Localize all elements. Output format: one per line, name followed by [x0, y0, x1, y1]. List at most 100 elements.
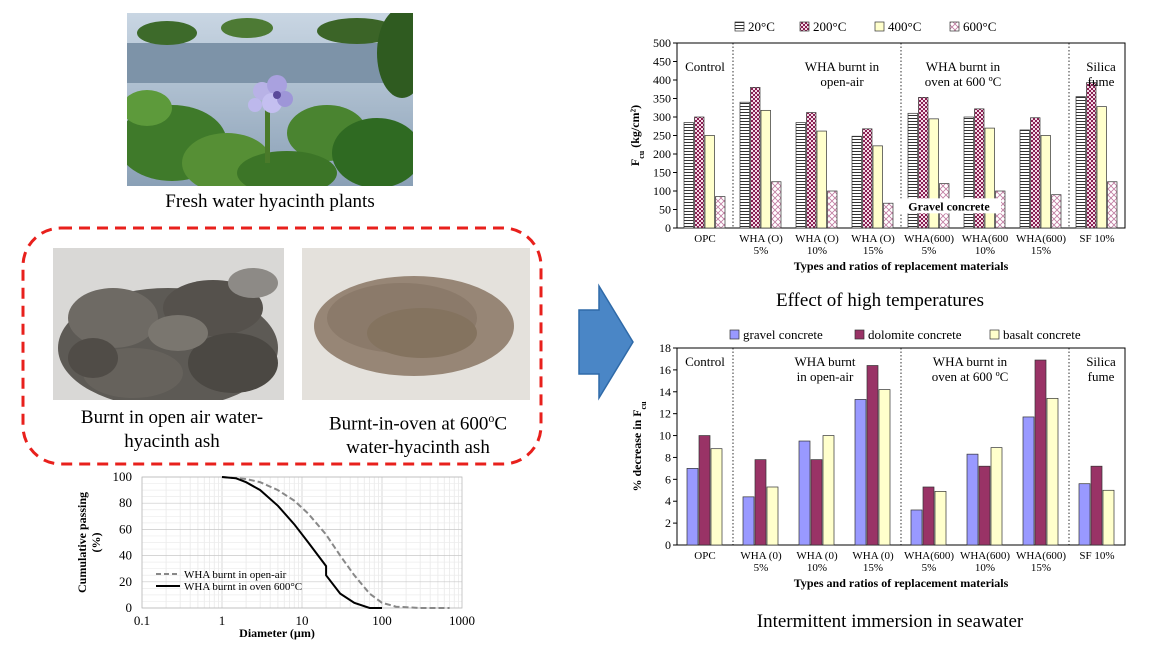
x-tick-label: 10% [975, 245, 995, 257]
group-label: WHA burnt in [805, 59, 880, 74]
bar-400-c [1040, 135, 1051, 229]
bar-20-c [1075, 96, 1086, 229]
bar-600-c [1051, 194, 1062, 229]
x-tick-label: OPC [694, 550, 715, 562]
oven-ash-photo [302, 248, 530, 400]
y-tick-label: 50 [659, 203, 671, 217]
bar-600-c [883, 202, 894, 229]
x-tick-label: 5% [922, 562, 937, 574]
x-tick-label: 5% [754, 562, 769, 574]
x-tick-label: WHA (O) [851, 233, 895, 245]
x-tick-label: SF 10% [1079, 233, 1114, 245]
x-tick-label: WHA(600) [904, 550, 954, 562]
bar-400-c [1096, 106, 1107, 229]
bar-dolomite-concrete [754, 459, 767, 546]
x-tick-label: 100 [372, 613, 392, 628]
y-tick-label: 500 [653, 36, 671, 50]
bar-gravel-concrete [854, 399, 867, 546]
bar-200-c [806, 112, 817, 229]
bar-dolomite-concrete [1090, 465, 1103, 546]
x-tick-label: 15% [1031, 245, 1051, 257]
legend-swatch [989, 329, 1000, 340]
bar-20-c [907, 112, 918, 229]
x-tick-label: 0.1 [134, 613, 150, 628]
legend-swatch [949, 21, 960, 32]
openair-ash-image [53, 248, 284, 400]
particle-size-chart: 0 20 40 60 80 100 0.1 1 10 100 1000 Diameter (µm) Cu… [75, 470, 475, 640]
bar-400-c [816, 130, 827, 229]
y-tick-label: 200 [653, 147, 671, 161]
legend-swatch [854, 329, 865, 340]
high-temperature-chart: 0 50 100 150 200 250 300 350 400 450 500 OPC WHA (O)… [628, 19, 1126, 273]
bar-400-c [704, 135, 715, 229]
group-label: oven at 600 ºC [925, 74, 1002, 89]
group-label: oven at 600 ºC [932, 369, 1009, 384]
x-tick-label: WHA(600) [1016, 233, 1066, 245]
y-axis-label: % decrease in Fcu [630, 401, 648, 492]
bar-basalt-concrete [1102, 489, 1115, 546]
bar-basalt-concrete [934, 491, 947, 546]
bar-20-c [795, 122, 806, 229]
bar-400-c [928, 118, 939, 229]
y-tick-label: 20 [119, 574, 132, 589]
x-tick-label: WHA (0) [852, 550, 894, 562]
ash-samples-dashed-frame [21, 226, 543, 466]
x-tick-label: SF 10% [1079, 550, 1114, 562]
group-label: fume [1088, 74, 1115, 89]
bar-200-c [918, 97, 929, 229]
x-tick-label: OPC [694, 233, 715, 245]
bar-600-c [715, 196, 726, 229]
group-label: Silica [1086, 354, 1116, 369]
x-axis-label: Types and ratios of replacement material… [794, 259, 1009, 273]
plot-frame [141, 476, 463, 609]
legend-label: basalt concrete [1003, 327, 1081, 342]
bar-200-c [1030, 117, 1041, 229]
annotation-bg [897, 198, 1001, 214]
x-tick-label: WHA (0) [740, 550, 782, 562]
y-tick-label: 2 [665, 516, 671, 530]
x-tick-label: 5% [754, 245, 769, 257]
bar-basalt-concrete [1046, 397, 1059, 546]
high-temp-caption: Effect of high temperatures [775, 290, 985, 311]
bar-gravel-concrete [798, 440, 811, 546]
bar-dolomite-concrete [1034, 359, 1047, 546]
seawater-caption: Intermittent immersion in seawater [756, 611, 1024, 632]
group-label: open-air [820, 74, 864, 89]
legend-swatch [734, 21, 745, 32]
bar-400-c [760, 109, 771, 229]
group-label: Control [685, 354, 725, 369]
bar-200-c [974, 108, 985, 229]
y-tick-label: 300 [653, 110, 671, 124]
x-tick-label: WHA (0) [796, 550, 838, 562]
x-tick-label: 15% [863, 245, 883, 257]
y-tick-label: 40 [119, 548, 132, 563]
y-tick-label: 350 [653, 92, 671, 106]
bar-dolomite-concrete [810, 459, 823, 546]
x-tick-label: 10% [975, 562, 995, 574]
y-tick-label: 16 [659, 363, 671, 377]
bar-dolomite-concrete [866, 365, 879, 546]
legend-label: 600°C [963, 19, 996, 34]
gravel-concrete-annotation: Gravel concrete [908, 199, 990, 213]
legend-label: dolomite concrete [868, 327, 962, 342]
bar-dolomite-concrete [978, 465, 991, 546]
bar-400-c [984, 127, 995, 229]
legend-swatch [729, 329, 740, 340]
x-axis-label: Types and ratios of replacement material… [794, 576, 1009, 590]
dashed-border [21, 226, 543, 466]
group-label: Control [685, 59, 725, 74]
legend-label: gravel concrete [743, 327, 823, 342]
x-tick-label: 10 [296, 613, 309, 628]
group-label: in open-air [797, 369, 854, 384]
y-tick-label: 12 [659, 407, 671, 421]
x-tick-label: 1000 [449, 613, 475, 628]
bar-200-c [694, 116, 705, 229]
group-label: Silica [1086, 59, 1116, 74]
y-tick-label: 100 [113, 470, 133, 484]
hyacinth-plants-photo [127, 13, 413, 186]
legend-label: WHA burnt in open-air [184, 569, 287, 581]
x-tick-label: 5% [922, 245, 937, 257]
bar-basalt-concrete [990, 447, 1003, 546]
x-tick-label: 10% [807, 562, 827, 574]
